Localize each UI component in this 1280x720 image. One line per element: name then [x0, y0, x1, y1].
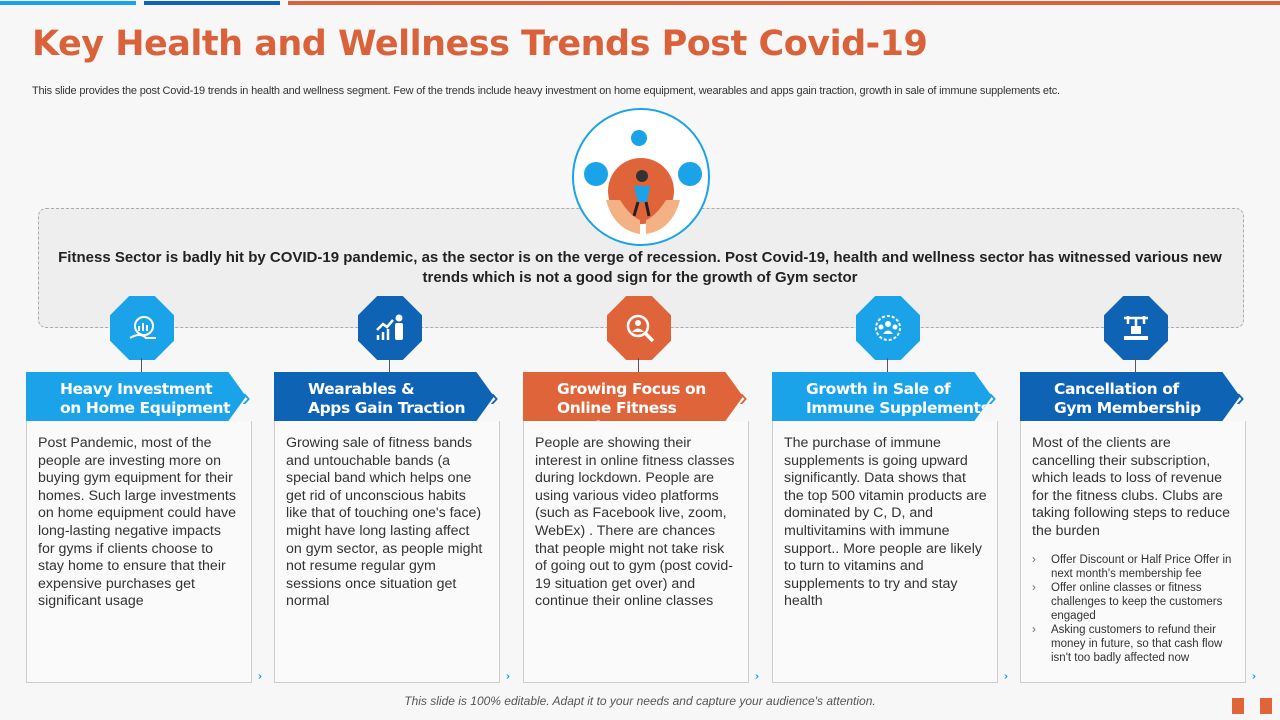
trend-description: People are showing their interest in onl… — [535, 435, 735, 610]
trend-body: People are showing their interest in onl… — [523, 421, 759, 683]
trend-body: Most of the clients are cancelling their… — [1020, 421, 1256, 683]
more-arrows-icon: ››› — [1004, 671, 1008, 683]
chevron-right-icon: › — [242, 382, 251, 412]
more-arrows-icon: ››› — [1252, 671, 1256, 683]
connector-line — [1135, 358, 1136, 372]
summary-text: Fitness Sector is badly hit by COVID-19 … — [58, 249, 1222, 286]
trend-icon-badge — [358, 296, 422, 360]
chevron-right-icon: › — [988, 382, 997, 412]
trend-title: Cancellation of Gym Membership — [1054, 380, 1201, 417]
hands-icon — [606, 200, 680, 234]
trend-body: Post Pandemic, most of the people are in… — [26, 421, 262, 683]
chevron-right-icon: › — [1236, 382, 1245, 412]
connector-line — [638, 358, 639, 372]
more-arrows-icon: ››› — [506, 671, 510, 683]
bubble-icon — [631, 130, 647, 146]
footer-note: This slide is 100% editable. Adapt it to… — [404, 694, 876, 708]
trend-icon-badge — [1104, 296, 1168, 360]
growth-person-icon — [376, 314, 403, 340]
top-bar-orange — [288, 1, 1280, 5]
trend-header: Growth in Sale of Immune Supplements — [772, 372, 992, 421]
chevron-right-icon: › — [490, 382, 499, 412]
trend-title: Heavy Investment on Home Equipment — [60, 380, 231, 417]
trend-icon-badge — [856, 296, 920, 360]
search-person-icon — [626, 314, 655, 343]
trend-icon-badge — [110, 296, 174, 360]
trend-body: Growing sale of fitness bands and untouc… — [274, 421, 510, 683]
decor-icon — [1232, 698, 1244, 714]
hand-chart-icon — [129, 316, 156, 339]
list-item: Offer online classes or fitness challeng… — [1032, 581, 1235, 623]
trend-body: The purchase of immune supplements is go… — [772, 421, 1008, 683]
trend-description: Most of the clients are cancelling their… — [1032, 435, 1230, 539]
fitness-hero-icon — [572, 108, 710, 246]
subtitle: This slide provides the post Covid-19 tr… — [32, 85, 1060, 97]
trend-header: Wearables & Apps Gain Traction — [274, 372, 494, 421]
trend-icon-badge — [607, 296, 671, 360]
decor-icon — [1260, 698, 1272, 714]
steps-list: Offer Discount or Half Price Offer in ne… — [1032, 553, 1235, 665]
trend-description: The purchase of immune supplements is go… — [784, 435, 987, 610]
gym-weights-icon — [1124, 316, 1148, 340]
chevron-right-icon: › — [739, 382, 748, 412]
bubble-icon — [678, 162, 702, 186]
page-title: Key Health and Wellness Trends Post Covi… — [32, 24, 928, 64]
trend-title: Growth in Sale of Immune Supplements — [806, 380, 990, 417]
list-item: Offer Discount or Half Price Offer in ne… — [1032, 553, 1235, 581]
trend-header: Heavy Investment on Home Equipment — [26, 372, 246, 421]
connector-line — [141, 358, 142, 372]
more-arrows-icon: ››› — [258, 671, 262, 683]
list-item: Asking customers to refund their money i… — [1032, 623, 1235, 665]
trend-header: Cancellation of Gym Membership — [1020, 372, 1240, 421]
top-bar-light — [0, 1, 136, 5]
bubble-icon — [584, 162, 608, 186]
connector-line — [389, 358, 390, 372]
immune-group-icon — [875, 315, 901, 341]
top-bar-dark — [144, 1, 280, 5]
trend-description: Post Pandemic, most of the people are in… — [38, 435, 236, 610]
connector-line — [887, 358, 888, 372]
more-arrows-icon: ››› — [755, 671, 759, 683]
trend-description: Growing sale of fitness bands and untouc… — [286, 435, 483, 610]
trend-title: Wearables & Apps Gain Traction — [308, 380, 466, 417]
